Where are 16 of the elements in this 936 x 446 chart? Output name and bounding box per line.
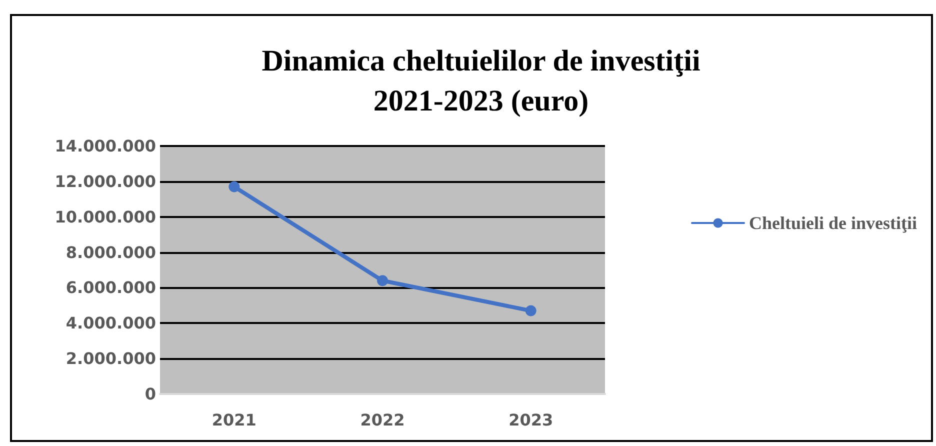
y-tick-label: 0 (144, 384, 156, 404)
y-tick-label: 4.000.000 (66, 314, 156, 333)
y-tick-label: 14.000.000 (54, 136, 156, 156)
x-tick-label: 2022 (360, 410, 405, 430)
point (377, 275, 388, 286)
y-tick-label: 6.000.000 (66, 278, 156, 298)
x-tick-label: 2023 (508, 410, 554, 430)
y-tick-label: 12.000.000 (54, 172, 156, 191)
chart-title: Dinamica cheltuielilor de investiţii 2021-2023 (euro) (262, 44, 700, 118)
y-tick-label: 10.000.000 (54, 207, 156, 226)
x-tick-label: 2021 (212, 410, 256, 430)
point (228, 181, 240, 192)
y-tick-label: 8.000.000 (66, 242, 156, 262)
y-tick-label: 2.000.000 (66, 349, 156, 368)
legend-label: Cheltuieli de investiţii (749, 213, 918, 233)
point (525, 305, 536, 316)
